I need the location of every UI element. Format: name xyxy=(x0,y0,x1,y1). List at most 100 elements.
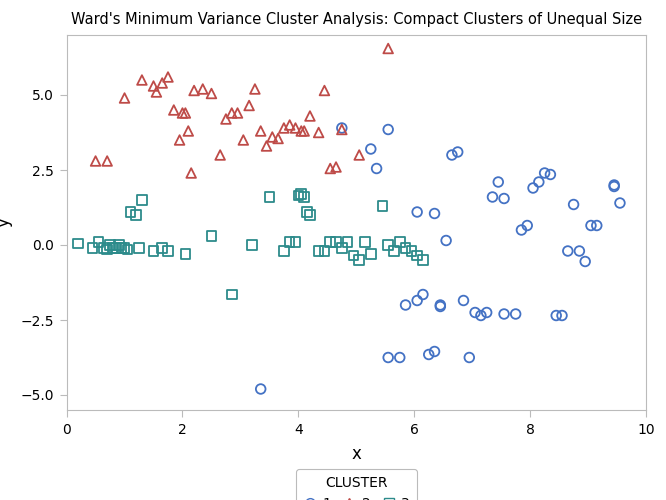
Point xyxy=(342,238,353,246)
Point xyxy=(418,290,428,298)
Point xyxy=(255,127,266,135)
Point xyxy=(163,247,173,255)
Point xyxy=(304,211,315,219)
Point xyxy=(206,90,216,98)
Point xyxy=(325,164,336,172)
Point xyxy=(354,256,364,264)
Point xyxy=(244,102,254,110)
Point xyxy=(313,247,324,255)
Point xyxy=(206,232,216,240)
Point xyxy=(302,208,312,216)
Point xyxy=(284,121,295,129)
Point xyxy=(102,246,113,254)
Point xyxy=(117,244,127,252)
Point xyxy=(93,238,104,246)
Y-axis label: y: y xyxy=(0,218,12,228)
Point xyxy=(366,145,376,153)
Point xyxy=(278,247,289,255)
Point xyxy=(331,163,342,171)
Point xyxy=(609,181,619,189)
Point xyxy=(174,136,185,144)
Point xyxy=(435,302,446,310)
Point xyxy=(290,124,301,132)
Point xyxy=(539,169,550,177)
Point xyxy=(412,252,422,260)
Point xyxy=(177,109,188,117)
Point xyxy=(580,258,591,266)
Point xyxy=(180,250,190,258)
Point xyxy=(591,222,602,230)
Point xyxy=(336,126,347,134)
Point xyxy=(400,301,411,309)
Point xyxy=(304,112,315,120)
Point xyxy=(313,128,324,136)
Point xyxy=(383,126,394,134)
Point xyxy=(238,136,248,144)
Point xyxy=(429,348,440,356)
Point xyxy=(73,240,83,248)
Point xyxy=(119,94,130,102)
Point xyxy=(188,86,199,94)
Point xyxy=(226,290,237,298)
Point xyxy=(383,44,394,52)
Point xyxy=(470,308,480,316)
Point xyxy=(157,244,168,252)
Point xyxy=(102,157,113,165)
Point xyxy=(383,354,394,362)
Legend: 1, 2, 3: 1, 2, 3 xyxy=(296,470,417,500)
Point xyxy=(499,194,509,202)
Point xyxy=(336,124,347,132)
Point xyxy=(183,127,194,135)
Point xyxy=(119,244,130,252)
Point xyxy=(348,252,359,260)
Point xyxy=(609,182,619,190)
Point xyxy=(527,184,538,192)
Point xyxy=(383,241,394,249)
Point xyxy=(87,244,98,252)
Point xyxy=(261,142,272,150)
Point xyxy=(197,85,208,93)
Point xyxy=(406,247,417,255)
Point xyxy=(331,238,342,246)
Point xyxy=(615,199,625,207)
Point xyxy=(499,310,509,318)
Point xyxy=(377,202,388,210)
Point xyxy=(91,157,101,165)
Point xyxy=(487,193,498,201)
Point xyxy=(458,296,469,304)
Point xyxy=(319,86,330,94)
Point xyxy=(255,385,266,393)
Point xyxy=(296,190,306,198)
X-axis label: x: x xyxy=(352,445,361,463)
Point xyxy=(290,238,301,246)
Point xyxy=(568,200,579,208)
Point xyxy=(563,247,573,255)
Point xyxy=(148,82,159,90)
Point xyxy=(125,208,136,216)
Point xyxy=(412,208,422,216)
Point xyxy=(400,244,411,252)
Point xyxy=(108,244,119,252)
Point xyxy=(122,246,133,254)
Point xyxy=(574,247,585,255)
Point xyxy=(137,76,147,84)
Point xyxy=(151,88,162,96)
Point xyxy=(278,124,289,132)
Point xyxy=(215,151,226,159)
Point xyxy=(105,241,115,249)
Point xyxy=(131,211,141,219)
Point xyxy=(418,256,428,264)
Point xyxy=(267,133,278,141)
Point xyxy=(464,354,475,362)
Point xyxy=(394,238,405,246)
Point xyxy=(273,134,284,142)
Point xyxy=(264,193,274,201)
Point xyxy=(522,222,533,230)
Point xyxy=(325,238,336,246)
Point xyxy=(296,127,306,135)
Point xyxy=(148,247,159,255)
Title: Ward's Minimum Variance Cluster Analysis: Compact Clusters of Unequal Size: Ward's Minimum Variance Cluster Analysis… xyxy=(71,12,642,27)
Point xyxy=(113,241,124,249)
Point xyxy=(232,109,243,117)
Point xyxy=(545,170,555,178)
